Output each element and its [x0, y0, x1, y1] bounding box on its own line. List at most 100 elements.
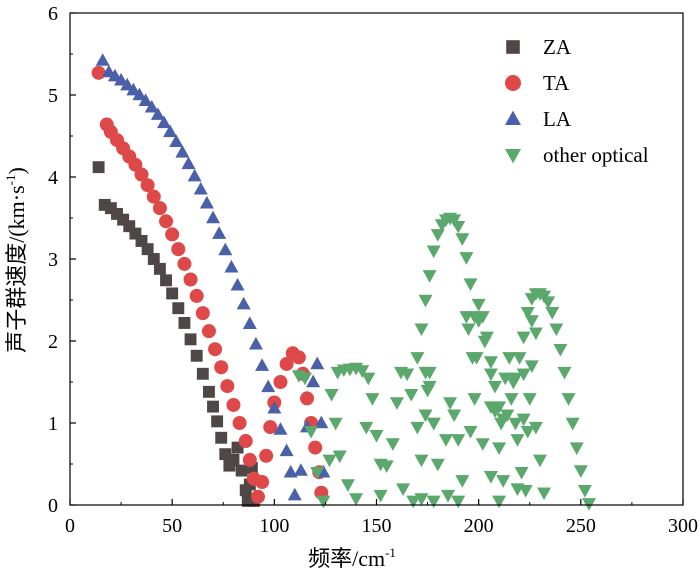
data-point — [91, 65, 106, 80]
data-point — [332, 450, 347, 464]
data-point — [361, 372, 376, 386]
data-point — [430, 229, 445, 242]
data-point — [287, 487, 302, 501]
legend-marker — [505, 75, 521, 91]
data-point — [163, 124, 178, 138]
x-tick-label: 150 — [362, 515, 392, 537]
data-point — [418, 294, 433, 308]
data-point — [532, 454, 547, 468]
data-point — [426, 417, 441, 431]
data-point — [159, 214, 174, 229]
data-point — [183, 272, 198, 287]
data-point — [231, 441, 244, 454]
data-point — [461, 323, 476, 337]
data-point — [172, 302, 185, 315]
data-point — [126, 82, 141, 96]
data-point — [463, 278, 478, 291]
data-point — [406, 495, 421, 509]
data-point — [577, 484, 592, 498]
data-point — [273, 375, 288, 389]
data-point — [236, 296, 251, 310]
data-point — [516, 368, 531, 382]
data-point — [259, 448, 274, 463]
data-point — [138, 93, 153, 106]
data-point — [512, 352, 527, 365]
data-point — [199, 195, 214, 209]
x-tick-label: 0 — [65, 515, 75, 537]
data-point — [242, 452, 257, 467]
data-point — [483, 356, 498, 369]
data-point — [479, 331, 494, 345]
x-tick-label: 200 — [464, 515, 494, 537]
data-point — [475, 438, 490, 451]
x-tick-label: 250 — [566, 515, 596, 537]
data-point — [195, 306, 210, 321]
data-point — [218, 242, 233, 256]
data-point — [430, 458, 445, 472]
data-point — [422, 380, 437, 394]
data-point — [467, 393, 482, 406]
data-point — [123, 220, 136, 233]
data-point — [410, 421, 425, 435]
data-point — [569, 442, 584, 455]
y-tick-label: 0 — [48, 495, 58, 517]
data-point — [410, 352, 425, 365]
data-point — [508, 372, 523, 386]
data-point — [261, 379, 276, 393]
data-point — [208, 342, 223, 357]
data-point — [518, 484, 533, 498]
legend-item: TA — [505, 71, 570, 95]
data-point — [475, 311, 490, 324]
data-point — [451, 495, 466, 509]
data-point — [349, 493, 364, 506]
data-point — [135, 235, 148, 247]
data-point — [455, 233, 470, 246]
data-point — [153, 262, 166, 275]
data-point — [144, 99, 159, 113]
data-point — [141, 243, 154, 256]
data-point — [488, 380, 503, 394]
data-point — [224, 259, 239, 273]
data-point — [206, 210, 221, 224]
data-point — [355, 365, 370, 378]
x-axis-label-text: 频率/cm — [308, 546, 385, 571]
data-point — [196, 367, 209, 380]
data-point — [255, 358, 270, 371]
data-point — [418, 366, 433, 380]
data-point — [557, 366, 572, 380]
x-axis-label: 频率/cm-1 — [308, 545, 396, 571]
legend-label: ZA — [543, 35, 572, 59]
data-point — [232, 416, 247, 430]
legend-item: LA — [505, 107, 572, 131]
data-point — [114, 72, 129, 86]
data-point — [414, 323, 429, 337]
data-point — [396, 483, 411, 496]
y-tick-label: 2 — [48, 331, 58, 353]
data-point — [201, 324, 216, 339]
data-point — [422, 270, 437, 283]
data-point — [250, 489, 265, 504]
data-point — [241, 494, 254, 507]
data-point — [504, 393, 519, 406]
data-point — [502, 352, 517, 365]
y-tick-label: 4 — [48, 167, 58, 189]
data-point — [279, 443, 294, 457]
data-point — [132, 87, 147, 101]
data-point — [359, 421, 374, 435]
legend-label: TA — [543, 71, 570, 95]
data-point — [306, 374, 321, 388]
data-point — [524, 315, 539, 328]
data-point — [483, 471, 498, 484]
data-point — [404, 389, 419, 402]
data-point — [120, 77, 135, 91]
data-point — [92, 161, 105, 174]
data-point — [150, 107, 165, 120]
legend-item: other optical — [505, 143, 649, 167]
data-point — [426, 495, 441, 509]
y-tick-label: 1 — [48, 413, 58, 435]
data-point — [549, 323, 564, 337]
y-axis-label: 声子群速度/(km·s-1) — [3, 167, 29, 353]
legend: ZA TA LA other optical — [505, 35, 649, 167]
y-tick-label: 3 — [48, 249, 58, 271]
